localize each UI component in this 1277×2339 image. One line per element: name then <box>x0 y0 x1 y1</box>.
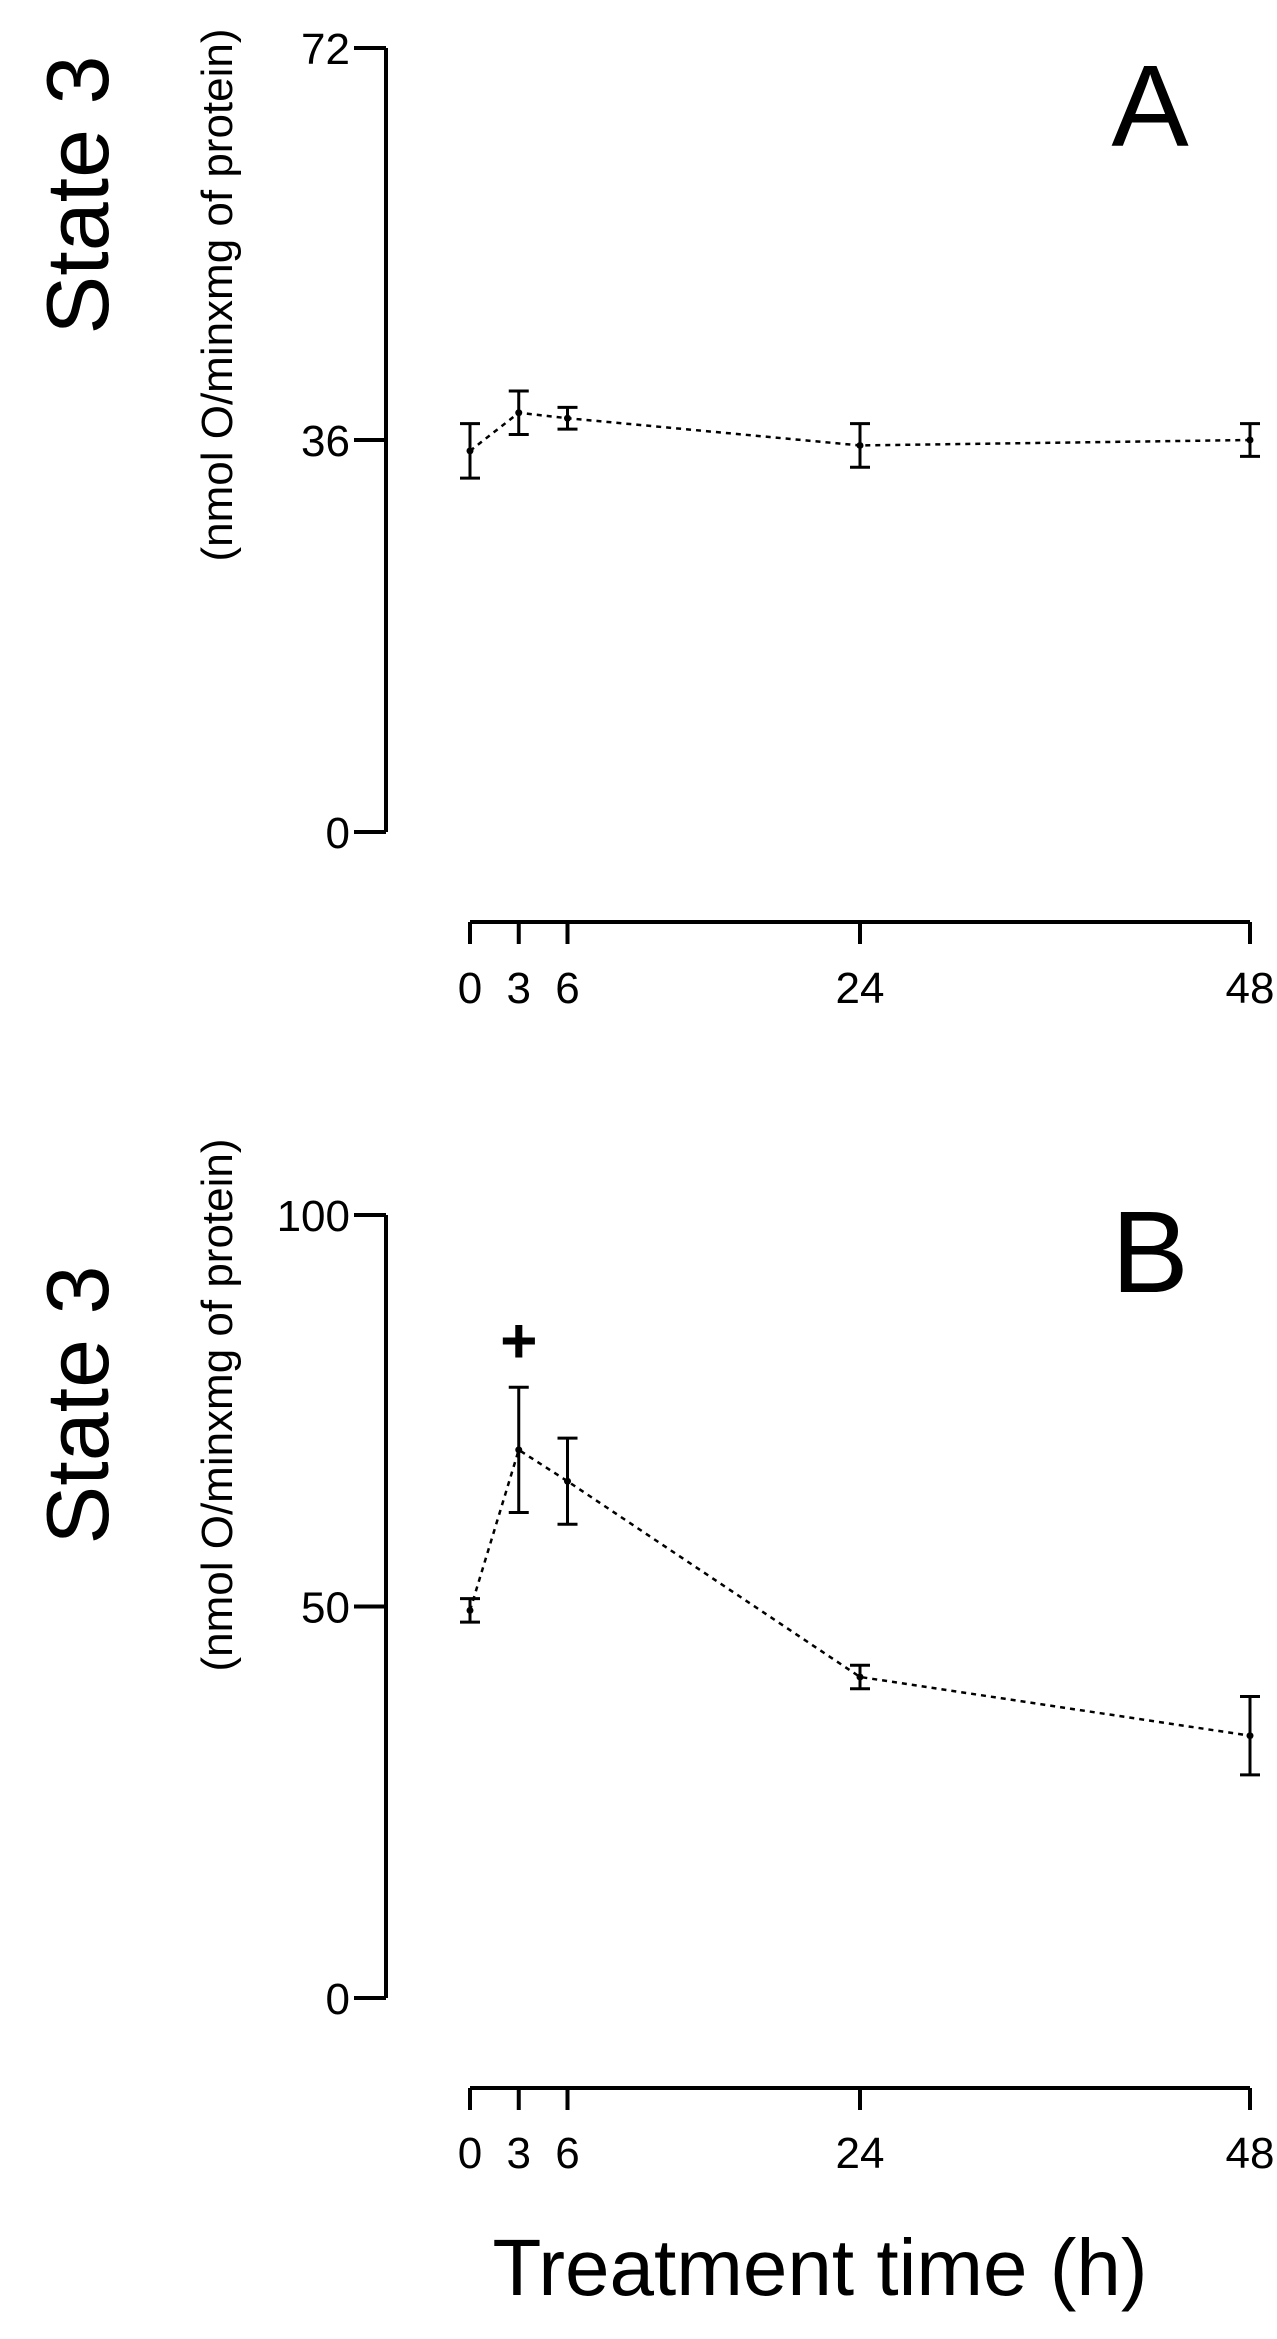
panel-a-x-tick-label: 24 <box>836 964 885 1013</box>
panel-b-x-tick-label: 0 <box>458 2129 482 2178</box>
panel-b-data-point <box>515 1446 523 1454</box>
panel-b-y-axis-title: State 3 <box>28 1266 127 1545</box>
panel-b-label: B <box>1111 1187 1188 1317</box>
panel-b-x-tick-label: 24 <box>836 2129 885 2178</box>
panel-b-significance-marker: + <box>500 1304 537 1376</box>
panel-b-y-tick-label: 100 <box>277 1192 350 1241</box>
panel-a-data-point <box>1246 436 1254 444</box>
panel-b-series <box>460 1385 1260 1777</box>
panel-a-data-point <box>856 441 864 449</box>
panel-b-y-axis-units: (nmol O/minxmg of protein) <box>193 1138 242 1671</box>
panel-b-annotations: + <box>500 1304 537 1376</box>
panel-b-y-tick-label: 0 <box>326 1975 350 2024</box>
panel-b-x-tick-label: 6 <box>555 2129 579 2178</box>
panel-a-label: A <box>1111 41 1189 171</box>
panel-a-data-point <box>515 409 523 417</box>
panel-a-data-point <box>466 447 474 455</box>
panel-a-x-axis: 0 3 6 24 48 <box>458 920 1275 1013</box>
panel-b-series-line <box>468 1447 1251 1737</box>
panel-a-y-axis-title: State 3 <box>28 56 127 335</box>
panel-a-y-tick-label: 36 <box>301 417 350 466</box>
panel-a-y-axis-units: (nmol O/minxmg of protein) <box>193 28 242 561</box>
panel-a-y-tick-label: 0 <box>326 809 350 858</box>
panel-a-x-tick-label: 3 <box>507 964 531 1013</box>
panel-a-x-tick-label: 48 <box>1226 964 1275 1013</box>
panel-a-series <box>460 389 1260 480</box>
panel-b-y-axis: 0 50 100 <box>277 1192 388 2024</box>
panel-b-data-point <box>466 1606 474 1614</box>
panel-a-x-tick-label: 6 <box>555 964 579 1013</box>
panel-a-y-axis: 0 36 72 <box>301 25 388 858</box>
panel-b-data-point <box>564 1477 571 1485</box>
panel-a-y-tick-label: 72 <box>301 25 350 74</box>
panel-a-data-point <box>564 414 571 422</box>
panel-b-data-point <box>1246 1732 1254 1740</box>
x-axis-title: Treatment time (h) <box>493 2223 1148 2312</box>
panel-b-x-tick-label: 48 <box>1226 2129 1275 2178</box>
panel-b-chart: State 3 (nmol O/minxmg of protein) B 0 50… <box>28 1138 1274 2178</box>
panel-b-data-point <box>856 1673 864 1681</box>
panel-b-x-tick-label: 3 <box>507 2129 531 2178</box>
panel-a-x-tick-label: 0 <box>458 964 482 1013</box>
panel-b-x-axis: 0 3 6 24 48 <box>458 2086 1275 2178</box>
panel-b-y-tick-label: 50 <box>301 1584 350 1633</box>
panel-a-chart: State 3 (nmol O/minxmg of protein) A 036… <box>28 25 1274 1013</box>
